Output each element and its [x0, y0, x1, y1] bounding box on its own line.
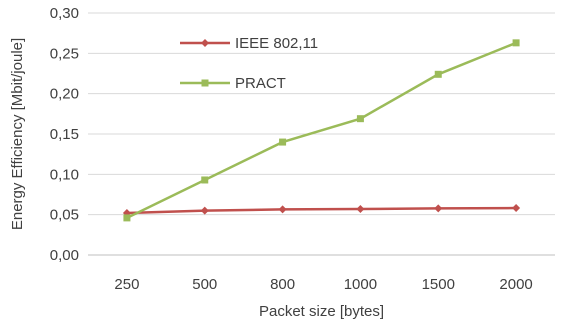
legend: IEEE 802,11 PRACT: [180, 35, 318, 92]
y-tick-label: 0,25: [50, 45, 79, 62]
series-line: [126, 41, 517, 220]
data-point: [201, 176, 209, 184]
series-layer: [122, 39, 521, 222]
data-point: [356, 205, 365, 214]
y-axis-title: Energy Efficiency [Mbit/joule]: [9, 38, 26, 230]
data-point: [200, 206, 209, 215]
legend-swatch-marker: [201, 39, 209, 47]
legend-item: IEEE 802,11: [180, 35, 318, 52]
legend-label: IEEE 802,11: [235, 35, 318, 52]
x-tick-label: 1000: [344, 276, 377, 293]
series-ieee-802-11: [122, 204, 521, 218]
data-point: [279, 138, 287, 146]
y-axis-ticks: 0,00 0,05 0,10 0,15 0,20 0,25 0,30: [50, 5, 79, 264]
data-point: [512, 39, 520, 47]
data-point: [123, 214, 131, 222]
x-tick-label: 500: [192, 276, 217, 293]
gridlines: [88, 12, 555, 216]
x-axis-title: Packet size [bytes]: [259, 303, 384, 320]
legend-item: PRACT: [180, 75, 286, 92]
data-point: [434, 70, 442, 78]
x-tick-label: 250: [114, 276, 139, 293]
x-axis-ticks: 250 500 800 1000 1500 2000: [114, 276, 532, 293]
y-tick-label: 0,20: [50, 86, 79, 103]
series-pract: [123, 39, 520, 222]
x-tick-label: 2000: [499, 276, 532, 293]
y-tick-label: 0,10: [50, 166, 79, 183]
legend-swatch-marker: [201, 79, 209, 87]
data-point: [278, 205, 287, 214]
y-tick-label: 0,30: [50, 5, 79, 22]
y-tick-label: 0,15: [50, 126, 79, 143]
x-tick-label: 800: [270, 276, 295, 293]
series-line: [126, 206, 517, 215]
data-point: [356, 115, 364, 123]
x-tick-label: 1500: [422, 276, 455, 293]
legend-label: PRACT: [235, 75, 286, 92]
data-point: [434, 204, 443, 213]
y-tick-label: 0,00: [50, 247, 79, 264]
y-tick-label: 0,05: [50, 207, 79, 224]
data-point: [512, 204, 521, 213]
